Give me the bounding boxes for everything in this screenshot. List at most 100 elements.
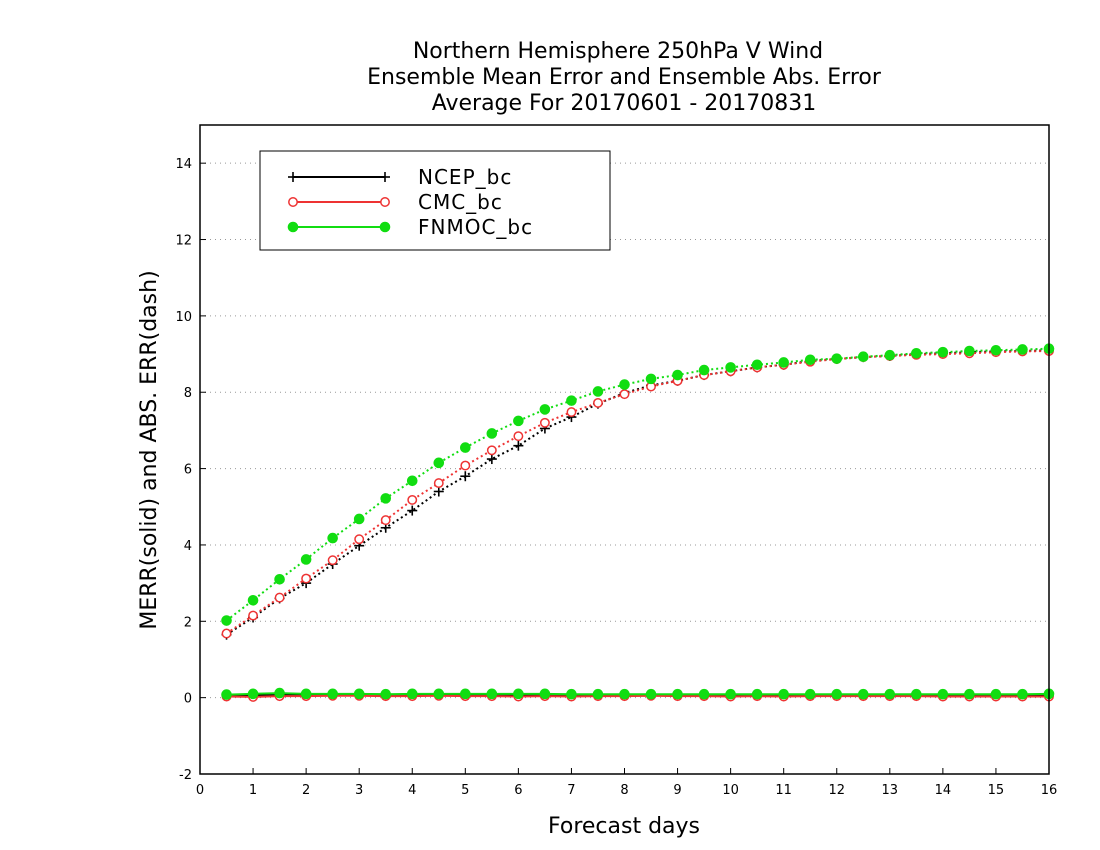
y-tick-label-7: 12 <box>175 234 192 249</box>
x-tick-label-14: 14 <box>935 783 952 798</box>
x-axis-label: Forecast days <box>548 814 700 839</box>
abs-err-point-cmc-bc-15 <box>619 389 630 400</box>
y-axis-label: MERR(solid) and ABS. ERR(dash) <box>137 270 162 629</box>
abs-err-point-fnmoc-bc-24 <box>857 351 869 363</box>
abs-err-point-cmc-bc-0 <box>221 628 232 639</box>
abs-err-point-fnmoc-bc-18 <box>698 364 710 376</box>
x-tick-label-2: 2 <box>302 783 310 798</box>
merr-point-fnmoc-bc-15 <box>619 688 630 700</box>
abs-err-point-cmc-bc-10 <box>486 445 497 456</box>
merr-point-fnmoc-bc-14 <box>592 688 604 700</box>
abs-err-point-ncep-bc-8 <box>433 486 444 497</box>
merr-point-fnmoc-bc-19 <box>725 688 736 700</box>
abs-err-point-cmc-bc-11 <box>513 431 524 442</box>
merr-point-fnmoc-bc-0 <box>221 689 232 700</box>
chart-title-line-1: Northern Hemisphere 250hPa V Wind <box>413 39 823 64</box>
merr-point-fnmoc-bc-4 <box>327 688 338 700</box>
abs-err-point-cmc-bc-3 <box>301 573 312 584</box>
merr-point-fnmoc-bc-24 <box>857 688 869 700</box>
abs-err-point-fnmoc-bc-2 <box>274 574 285 585</box>
abs-err-point-fnmoc-bc-10 <box>486 428 498 439</box>
x-tick-label-7: 7 <box>567 783 575 798</box>
abs-err-point-cmc-bc-6 <box>380 515 391 526</box>
abs-err-point-cmc-bc-4 <box>327 555 338 566</box>
merr-point-fnmoc-bc-5 <box>353 688 365 700</box>
legend-marker-start-ncep-bc <box>288 172 298 182</box>
merr-point-fnmoc-bc-30 <box>1017 688 1028 700</box>
legend-label-cmc-bc: CMC_bc <box>418 190 503 214</box>
abs-err-point-fnmoc-bc-14 <box>592 386 604 397</box>
x-tick-label-3: 3 <box>355 783 363 798</box>
merr-point-fnmoc-bc-25 <box>884 688 896 700</box>
y-tick-label-1: 0 <box>184 692 192 707</box>
abs-err-point-ncep-bc-11 <box>513 440 524 451</box>
x-tick-label-8: 8 <box>620 783 628 798</box>
merr-point-fnmoc-bc-20 <box>751 688 763 700</box>
abs-err-point-fnmoc-bc-13 <box>566 395 577 406</box>
abs-err-point-ncep-bc-10 <box>486 454 497 465</box>
legend-entry-ncep-bc: NCEP_bc <box>288 165 512 189</box>
x-tick-label-1: 1 <box>249 783 257 798</box>
abs-err-point-fnmoc-bc-28 <box>964 345 975 357</box>
abs-err-point-fnmoc-bc-30 <box>1017 344 1028 355</box>
abs-err-point-fnmoc-bc-22 <box>804 354 816 366</box>
y-tick-label-2: 2 <box>184 615 192 630</box>
legend-marker-end-ncep-bc <box>380 172 390 182</box>
x-tick-label-10: 10 <box>722 783 739 798</box>
abs-err-point-fnmoc-bc-4 <box>327 532 338 544</box>
legend-label-ncep-bc: NCEP_bc <box>418 165 512 189</box>
abs-err-point-cmc-bc-9 <box>460 460 471 471</box>
abs-err-point-cmc-bc-13 <box>566 407 577 418</box>
merr-point-fnmoc-bc-8 <box>433 688 445 700</box>
abs-err-point-fnmoc-bc-1 <box>247 594 259 606</box>
abs-err-point-fnmoc-bc-16 <box>645 373 657 385</box>
merr-point-fnmoc-bc-12 <box>539 688 551 700</box>
legend-marker-end-fnmoc-bc <box>379 221 391 233</box>
x-tick-label-16: 16 <box>1041 783 1058 798</box>
merr-point-fnmoc-bc-29 <box>990 688 1002 700</box>
y-tick-label-4: 6 <box>184 463 192 478</box>
legend-marker-end-cmc-bc <box>380 197 390 207</box>
legend-marker-start-cmc-bc <box>288 197 298 207</box>
abs-err-point-fnmoc-bc-17 <box>672 369 683 381</box>
abs-err-point-fnmoc-bc-23 <box>831 353 843 364</box>
legend-label-fnmoc-bc: FNMOC_bc <box>418 215 533 239</box>
merr-point-fnmoc-bc-16 <box>645 688 657 700</box>
abs-err-point-cmc-bc-7 <box>407 494 418 505</box>
abs-err-point-cmc-bc-2 <box>274 592 285 603</box>
abs-err-point-ncep-bc-9 <box>460 471 471 482</box>
y-tick-label-0: -2 <box>179 768 192 783</box>
abs-err-point-fnmoc-bc-27 <box>937 346 949 358</box>
abs-err-point-fnmoc-bc-3 <box>300 554 312 565</box>
merr-point-fnmoc-bc-21 <box>778 688 789 700</box>
abs-err-point-fnmoc-bc-21 <box>778 357 789 368</box>
abs-err-point-fnmoc-bc-29 <box>990 344 1002 356</box>
chart-title-line-2: Ensemble Mean Error and Ensemble Abs. Er… <box>367 65 882 90</box>
x-tick-label-4: 4 <box>408 783 416 798</box>
x-tick-label-0: 0 <box>196 783 204 798</box>
merr-line-fnmoc-bc <box>226 692 1050 696</box>
abs-err-point-fnmoc-bc-25 <box>884 349 896 361</box>
merr-point-fnmoc-bc-10 <box>486 688 498 700</box>
abs-err-point-fnmoc-bc-19 <box>725 362 736 373</box>
abs-err-point-cmc-bc-14 <box>593 397 603 408</box>
abs-err-point-fnmoc-bc-9 <box>460 442 471 453</box>
y-tick-label-6: 10 <box>175 310 192 325</box>
merr-point-fnmoc-bc-9 <box>460 688 471 700</box>
y-axis-ticks: -2 0 2 4 6 8 10 12 14 <box>175 157 206 783</box>
abs-err-line-cmc-bc <box>225 350 1050 635</box>
abs-err-point-cmc-bc-12 <box>539 417 550 428</box>
chart-title: Northern Hemisphere 250hPa V Wind Ensemb… <box>367 39 882 116</box>
merr-point-fnmoc-bc-28 <box>964 688 975 700</box>
merr-point-fnmoc-bc-26 <box>911 688 922 700</box>
abs-err-point-cmc-bc-8 <box>433 478 444 489</box>
x-tick-label-5: 5 <box>461 783 469 798</box>
x-tick-label-9: 9 <box>673 783 681 798</box>
y-tick-label-3: 4 <box>184 539 192 554</box>
merr-point-fnmoc-bc-2 <box>274 687 285 699</box>
abs-err-point-cmc-bc-5 <box>354 534 365 545</box>
x-tick-label-15: 15 <box>988 783 1005 798</box>
x-tick-label-11: 11 <box>775 783 792 798</box>
plot-series <box>221 343 1055 702</box>
